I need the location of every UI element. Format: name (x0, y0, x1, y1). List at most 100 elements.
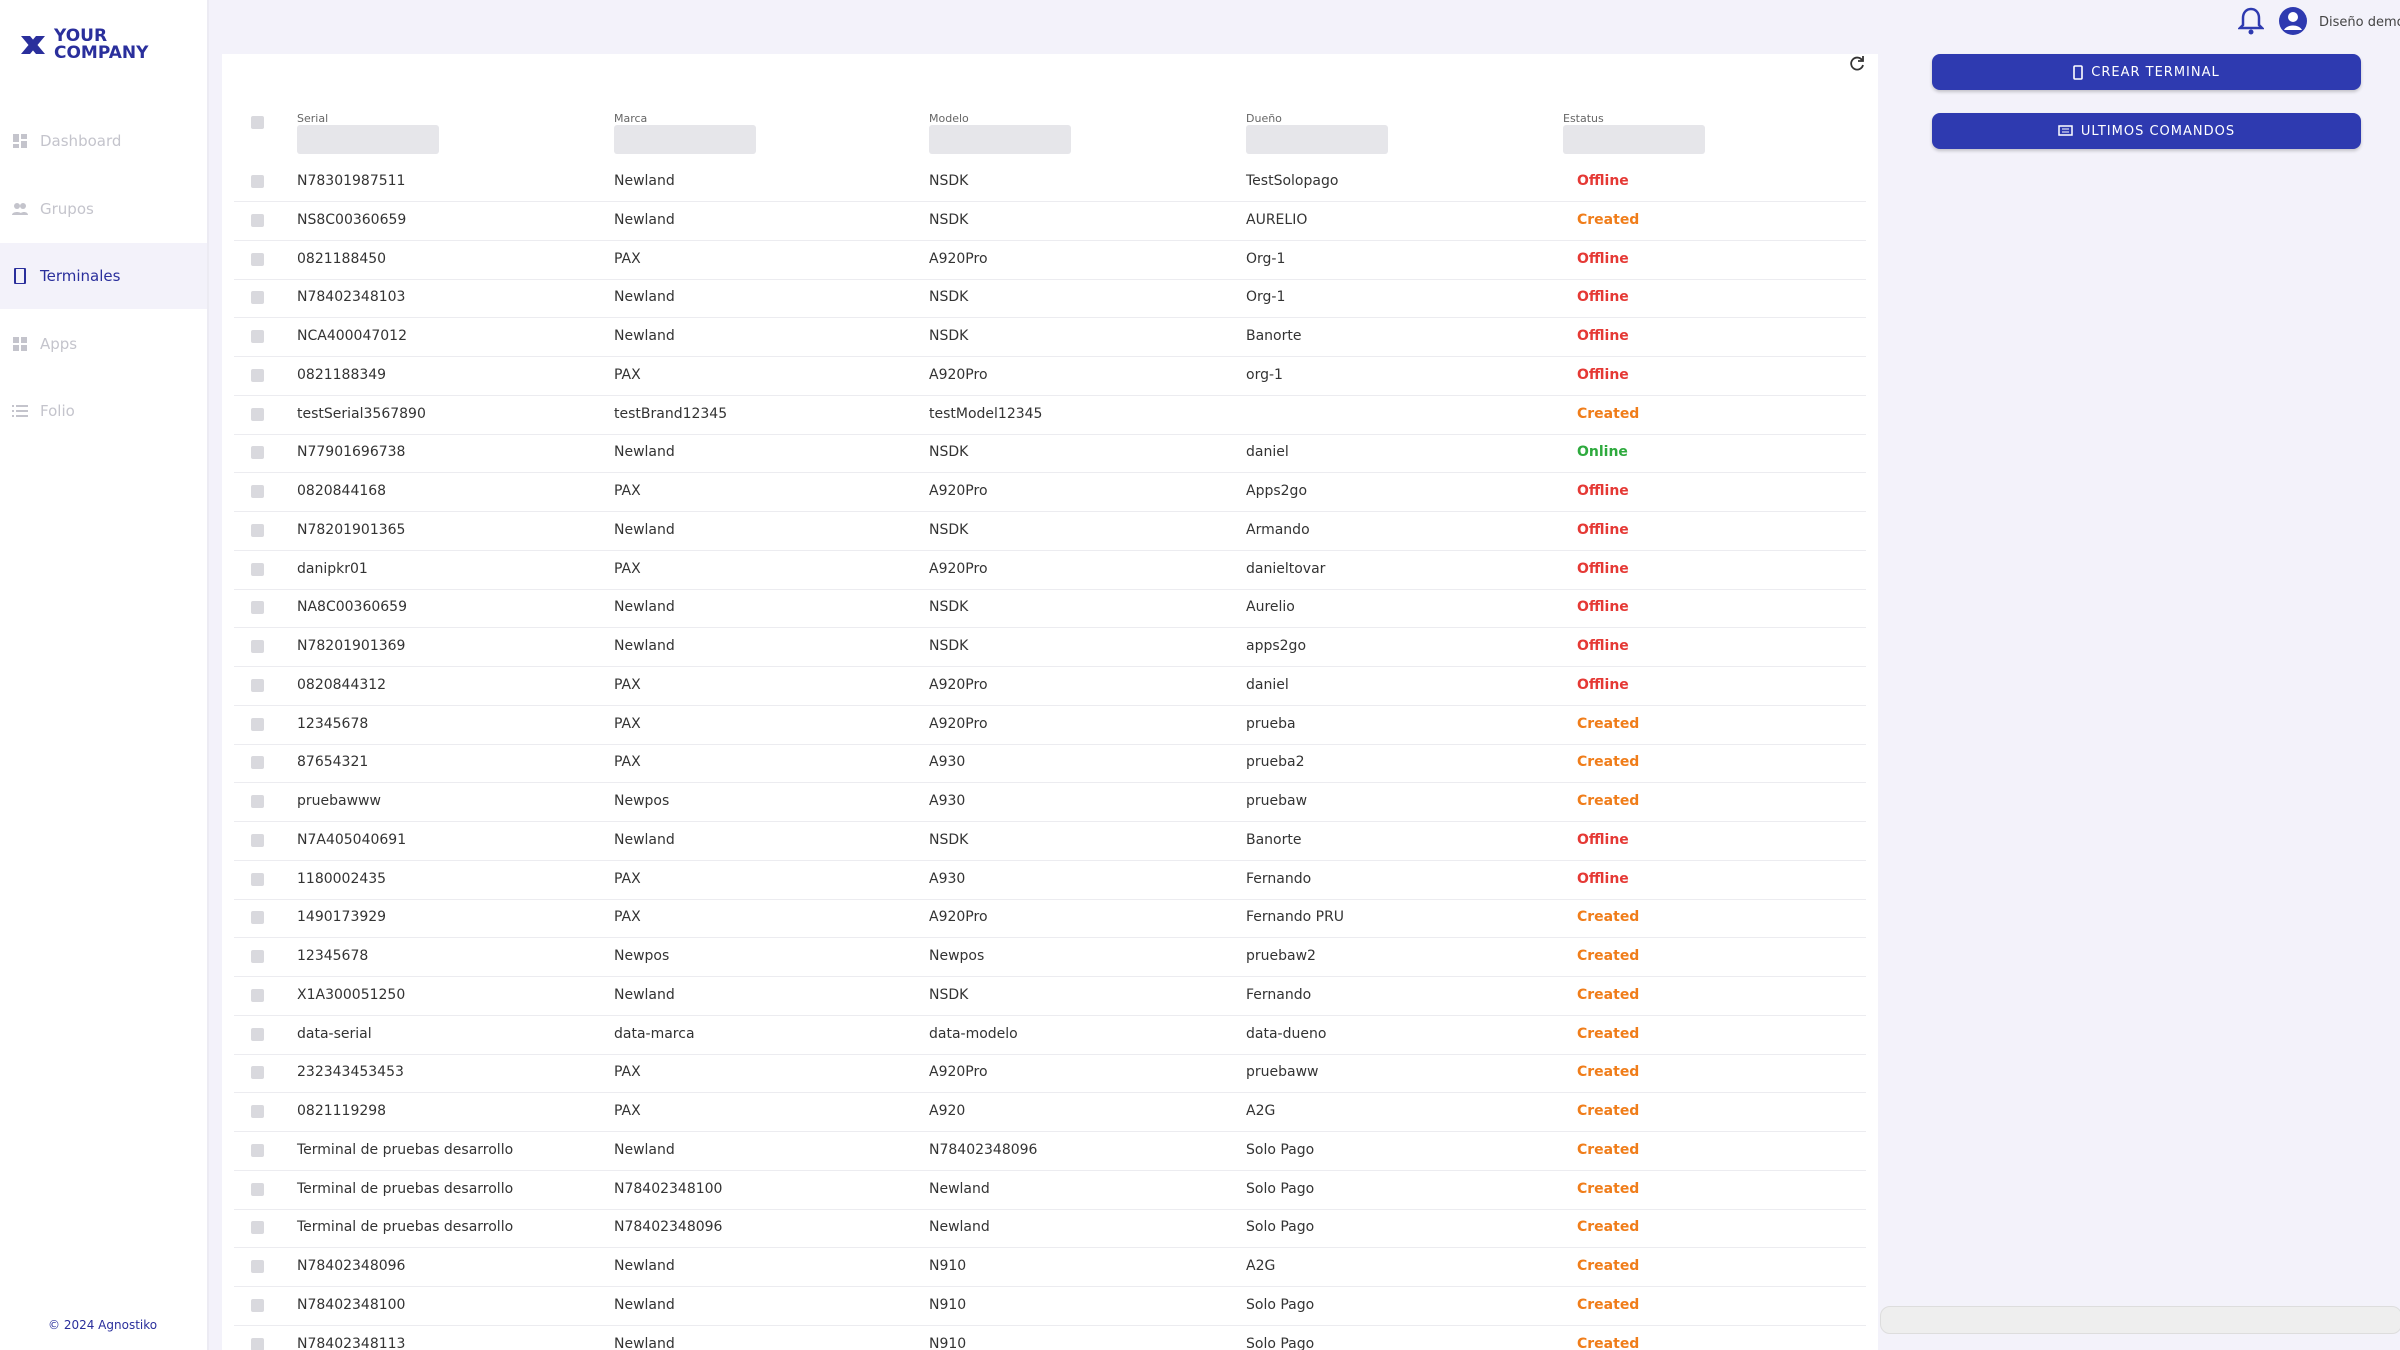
table-row[interactable]: 0821188349 PAX A920Pro org-1 Offline (234, 357, 1866, 396)
status-cell: Offline (1577, 831, 1629, 848)
column-filter[interactable] (614, 125, 756, 154)
table-row[interactable]: N78402348103 Newland NSDK Org-1 Offline (234, 279, 1866, 319)
table-row[interactable]: 12345678 Newpos Newpos pruebaw2 Created (234, 938, 1866, 977)
table-row[interactable]: data-serial data-marca data-modelo data-due… (234, 1016, 1866, 1055)
row-checkbox[interactable] (251, 1143, 264, 1157)
modelo-cell: NSDK (929, 444, 969, 461)
table-row[interactable]: 87654321 PAX A930 prueba2 Created (234, 744, 1866, 784)
table-row[interactable]: N78402348113 Newland N910 Solo Pago Created (234, 1326, 1866, 1350)
create-button[interactable]: CREAR TERMINAL (1932, 54, 2361, 90)
modelo-cell: NSDK (929, 986, 969, 1003)
row-checkbox[interactable] (251, 1066, 264, 1080)
row-checkbox[interactable] (251, 717, 264, 731)
row-checkbox[interactable] (251, 1337, 264, 1350)
bell-icon[interactable] (2238, 6, 2264, 36)
nav-icon (14, 268, 26, 285)
serial-cell: 12345678 (297, 948, 369, 964)
user-name[interactable]: Diseño demo (2319, 15, 2400, 30)
row-checkbox[interactable] (251, 175, 264, 188)
table-row[interactable]: testSerial3567890 testBrand12345 testModel… (234, 396, 1866, 435)
nav-item[interactable]: Apps (0, 311, 207, 377)
table-row[interactable]: 0821188450 PAX A920Pro Org-1 Offline (234, 241, 1866, 280)
row-checkbox[interactable] (251, 562, 264, 576)
table-row[interactable]: 1490173929 PAX A920Pro Fernando PRU Created (234, 899, 1866, 939)
table-row[interactable]: pruebawww Newpos A930 pruebaw Created (234, 783, 1866, 822)
table-row[interactable]: X1A300051250 Newland NSDK Fernando Created (234, 977, 1866, 1016)
row-checkbox[interactable] (251, 213, 264, 227)
commands-button[interactable]: ULTIMOS COMANDOS (1932, 113, 2361, 149)
row-checkbox[interactable] (251, 1260, 264, 1273)
nav-label: Apps (40, 334, 78, 353)
row-checkbox[interactable] (251, 601, 264, 615)
row-checkbox[interactable] (251, 291, 264, 305)
row-checkbox[interactable] (251, 795, 264, 808)
status-cell: Created (1577, 909, 1640, 926)
table-row[interactable]: NS8C00360659 Newland NSDK AURELIO Created (234, 202, 1866, 241)
dueno-cell: prueba2 (1246, 754, 1305, 771)
table-row[interactable]: 0821119298 PAX A920 A2G Created (234, 1093, 1866, 1132)
row-checkbox[interactable] (251, 485, 264, 498)
row-checkbox[interactable] (251, 1027, 264, 1041)
table-row[interactable]: Terminal de pruebas desarrollo N784023481… (234, 1171, 1866, 1210)
marca-cell: Newland (614, 831, 675, 848)
column-filter[interactable] (929, 125, 1071, 154)
row-checkbox[interactable] (251, 407, 264, 421)
table-row[interactable]: 232343453453 PAX A920Pro pruebaww Created (234, 1054, 1866, 1094)
table-row[interactable]: 1180002435 PAX A930 Fernando Offline (234, 861, 1866, 900)
row-checkbox[interactable] (251, 1221, 264, 1235)
row-checkbox[interactable] (251, 446, 264, 460)
row-checkbox[interactable] (251, 523, 264, 537)
row-checkbox[interactable] (251, 988, 264, 1002)
modelo-cell: A920Pro (929, 366, 988, 383)
table-row[interactable]: N77901696738 Newland NSDK daniel Online (234, 434, 1866, 474)
table-row[interactable]: NCA400047012 Newland NSDK Banorte Offline (234, 318, 1866, 357)
row-checkbox[interactable] (251, 368, 264, 382)
modelo-cell: A920Pro (929, 483, 988, 499)
marca-cell: Newland (614, 1258, 675, 1274)
select-all-checkbox[interactable] (251, 116, 264, 129)
table-row[interactable]: Terminal de pruebas desarrollo Newland N78… (234, 1132, 1866, 1171)
row-checkbox[interactable] (251, 330, 264, 343)
nav-item[interactable]: Grupos (0, 176, 207, 242)
table-row[interactable]: N78301987511 Newland NSDK TestSolopago Offli… (234, 163, 1866, 202)
row-checkbox[interactable] (251, 1298, 264, 1312)
row-checkbox[interactable] (251, 1182, 264, 1196)
nav-item[interactable]: Folio (0, 378, 207, 444)
table-row[interactable]: N78402348100 Newland N910 Solo Pago Created (234, 1287, 1866, 1326)
table-row[interactable]: N78201901369 Newland NSDK apps2go Offline (234, 628, 1866, 667)
marca-cell: PAX (614, 560, 641, 577)
table-row[interactable]: 0820844168 PAX A920Pro Apps2go Offline (234, 473, 1866, 512)
row-checkbox[interactable] (251, 640, 264, 653)
table-row[interactable]: danipkr01 PAX A920Pro danieltovar Offline (234, 551, 1866, 590)
column-filter[interactable] (1246, 125, 1388, 154)
table-row[interactable]: N78402348096 Newland N910 A2G Created (234, 1248, 1866, 1287)
row-checkbox[interactable] (251, 252, 264, 266)
serial-cell: 0820844312 (297, 676, 387, 693)
serial-cell: N78402348113 (297, 1335, 406, 1350)
row-checkbox[interactable] (251, 911, 264, 925)
table-row[interactable]: Terminal de pruebas desarrollo N784023480… (234, 1209, 1866, 1249)
dueno-cell: A2G (1246, 1103, 1276, 1119)
row-checkbox[interactable] (251, 1105, 264, 1118)
status-cell: Offline (1577, 638, 1629, 654)
scrollbar[interactable] (1880, 1306, 2400, 1334)
serial-cell: NCA400047012 (297, 328, 407, 344)
row-checkbox[interactable] (251, 950, 264, 963)
table-row[interactable]: 0820844312 PAX A920Pro daniel Offline (234, 667, 1866, 706)
column-filter[interactable] (1563, 125, 1705, 154)
row-checkbox[interactable] (251, 678, 264, 692)
serial-cell: 0820844168 (297, 483, 387, 499)
row-checkbox[interactable] (251, 756, 264, 770)
column-filter[interactable] (297, 125, 439, 154)
serial-cell: 1490173929 (297, 909, 387, 926)
nav-item[interactable]: Dashboard (0, 108, 207, 174)
table-row[interactable]: NA8C00360659 Newland NSDK Aurelio Offline (234, 589, 1866, 629)
table-row[interactable]: 12345678 PAX A920Pro prueba Created (234, 706, 1866, 745)
row-checkbox[interactable] (251, 872, 264, 886)
table-row[interactable]: N78201901365 Newland NSDK Armando Offline (234, 512, 1866, 551)
user-icon[interactable] (2278, 6, 2308, 36)
table-row[interactable]: N7A405040691 Newland NSDK Banorte Offline (234, 822, 1866, 861)
refresh-icon[interactable] (1848, 54, 1866, 72)
nav-item[interactable]: Terminales (0, 243, 207, 310)
row-checkbox[interactable] (251, 833, 264, 847)
